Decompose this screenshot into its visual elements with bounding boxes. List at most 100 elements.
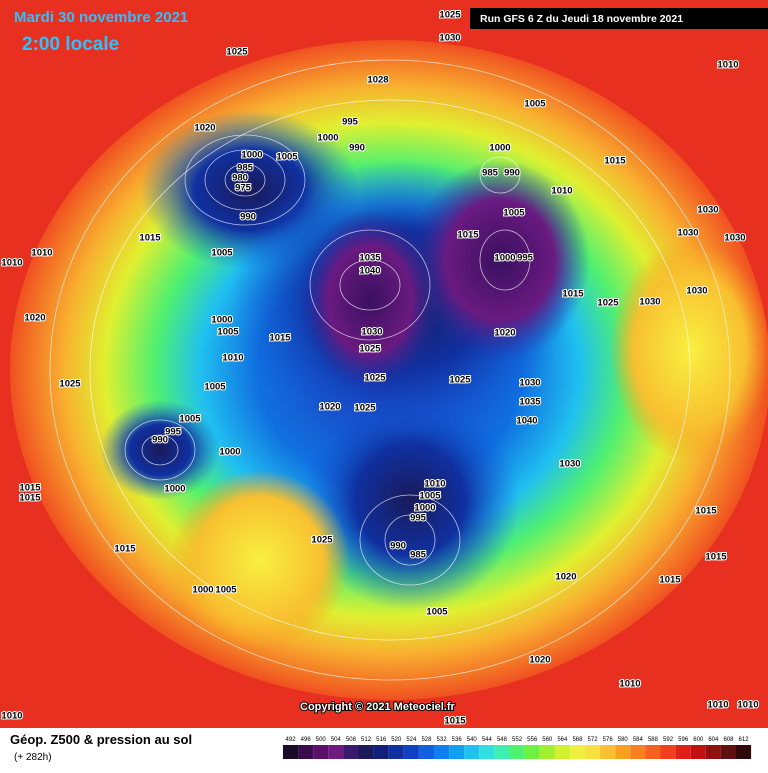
isobar-label: 1025	[449, 375, 471, 386]
colorbar-swatch	[434, 745, 450, 759]
colorbar-swatch	[615, 745, 631, 759]
isobar-label: 1005	[524, 99, 546, 110]
isobar-label: 1015	[19, 483, 41, 494]
colorbar-label: 600	[693, 737, 704, 743]
colorbar-swatch	[524, 745, 540, 759]
isobar-label: 1015	[444, 716, 466, 727]
colorbar-swatch	[585, 745, 601, 759]
colorbar-label: 596	[678, 737, 689, 743]
isobar-label: 1025	[359, 344, 381, 355]
colorbar-swatch	[675, 745, 691, 759]
colorbar-label: 528	[421, 737, 432, 743]
colorbar-label: 572	[588, 737, 599, 743]
colorbar-swatch	[403, 745, 419, 759]
colorbar-swatch	[705, 745, 721, 759]
colorbar-label: 532	[437, 737, 448, 743]
run-box	[470, 8, 768, 29]
isobar-label: 980	[232, 173, 248, 184]
core	[410, 160, 590, 360]
colorbar-label: 608	[723, 737, 734, 743]
isobar-label: 1015	[114, 544, 136, 555]
isobar-label: 1040	[359, 266, 380, 277]
colorbar-swatch	[298, 745, 314, 759]
isobar-label: 1005	[204, 382, 226, 393]
colorbar-label: 548	[497, 737, 508, 743]
isobar-label: 975	[235, 183, 252, 194]
colorbar-label: 540	[467, 737, 478, 743]
isobar-label: 1000	[317, 133, 338, 144]
isobar-label: 1010	[31, 248, 52, 259]
isobar-label: 1010	[737, 700, 758, 711]
colorbar-swatch	[328, 745, 344, 759]
colorbar-swatch	[600, 745, 616, 759]
isobar-label: 1015	[604, 156, 626, 167]
isobar-label: 1005	[211, 248, 233, 259]
isobar-label: 995	[342, 117, 359, 128]
isobar-label: 1000	[489, 143, 510, 154]
isobar-label: 1015	[695, 506, 717, 517]
colorbar-swatch	[418, 745, 434, 759]
colorbar-swatch	[509, 745, 525, 759]
colorbar-label: 516	[376, 737, 387, 743]
colorbar-swatch	[494, 745, 510, 759]
colorbar-label: 524	[406, 737, 417, 743]
isobar-label: 1005	[426, 607, 448, 618]
colorbar-swatch	[645, 745, 661, 759]
local-time: 2:00 locale	[22, 34, 119, 55]
isobar-label: 1010	[707, 700, 728, 711]
isobar-label: 990	[390, 541, 406, 552]
isobar-label: 1010	[222, 353, 243, 364]
isobar-label: 1020	[24, 313, 45, 324]
colorbar-swatch	[388, 745, 404, 759]
isobar-label: 1015	[19, 493, 41, 504]
core	[300, 210, 440, 390]
colorbar-label: 500	[316, 737, 327, 743]
colorbar-label: 556	[527, 737, 538, 743]
isobar-label: 1010	[1, 711, 22, 722]
isobar-label: 1010	[619, 679, 640, 690]
ridge	[170, 470, 350, 650]
isobar-label: 1015	[659, 575, 681, 586]
isobar-label: 1015	[269, 333, 291, 344]
isobar-label: 1030	[639, 297, 660, 308]
isobar-label: 990	[152, 435, 168, 446]
colorbar-swatch	[539, 745, 555, 759]
colorbar-swatch	[449, 745, 465, 759]
isobar-label: 1005	[419, 491, 441, 502]
low	[100, 400, 220, 500]
isobar-label: 1030	[697, 205, 718, 216]
isobar-label: 1000	[414, 503, 435, 514]
colorbar-swatch	[283, 745, 299, 759]
isobar-label: 1005	[503, 208, 525, 219]
isobar-label: 1025	[364, 373, 386, 384]
isobar-label: 1028	[367, 75, 388, 86]
isobars	[49, 59, 731, 681]
valid-date: Mardi 30 novembre 2021	[14, 9, 188, 26]
isobar-label: 1020	[555, 572, 576, 583]
isobar-label: 1015	[139, 233, 161, 244]
colorbar-swatch	[630, 745, 646, 759]
isobar-label: 990	[504, 168, 520, 179]
colorbar-swatch	[569, 745, 585, 759]
isobar-label: 1000	[219, 447, 240, 458]
isobar-label: 1030	[724, 233, 745, 244]
isobar-label: 1025	[597, 298, 619, 309]
isobar-label: 995	[165, 427, 182, 438]
isobar-label: 1025	[311, 535, 333, 546]
isobar-label: 1025	[59, 379, 81, 390]
colorbar-label: 584	[633, 737, 644, 743]
isobar-label: 1010	[717, 60, 738, 71]
colorbar-label: 504	[331, 737, 342, 743]
colorbar-label: 576	[603, 737, 614, 743]
isobar-labels: 1025 1030 1010 1025 1028 1005 1020 995 1000 990 10…	[0, 9, 759, 728]
colorbar-swatch	[690, 745, 706, 759]
copyright: Copyright © 2021 Meteociel.fr	[300, 701, 456, 713]
isobar-label: 1030	[559, 459, 580, 470]
colorbar-label: 492	[286, 737, 297, 743]
isobar-label: 990	[349, 143, 365, 154]
isobar-label: 985	[237, 163, 254, 174]
isobar-label: 985	[482, 168, 499, 179]
colorbar-label: 508	[346, 737, 357, 743]
isobar-label: 1035	[359, 253, 381, 264]
